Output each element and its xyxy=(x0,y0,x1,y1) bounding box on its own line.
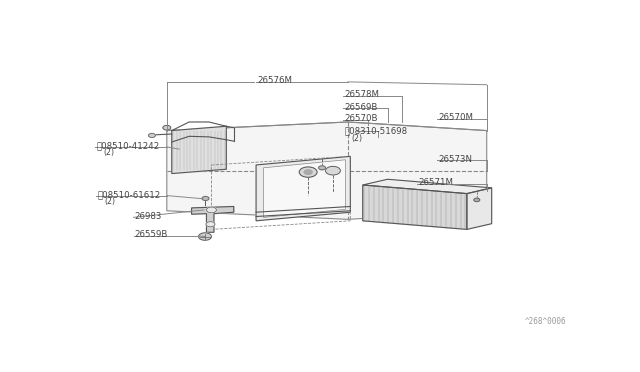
Polygon shape xyxy=(167,122,486,219)
Circle shape xyxy=(319,166,326,170)
Text: (2): (2) xyxy=(104,148,115,157)
Polygon shape xyxy=(191,206,234,232)
Circle shape xyxy=(163,125,171,130)
Text: 26576M: 26576M xyxy=(257,76,292,85)
Circle shape xyxy=(202,196,209,201)
Circle shape xyxy=(326,166,340,175)
Polygon shape xyxy=(363,179,492,193)
Text: Ⓝ08510-61612: Ⓝ08510-61612 xyxy=(98,190,161,199)
Text: (2): (2) xyxy=(105,197,116,206)
Text: Ⓝ08510-41242: Ⓝ08510-41242 xyxy=(97,141,159,150)
Text: 26559B: 26559B xyxy=(134,230,168,239)
Circle shape xyxy=(198,233,211,240)
Text: 26570M: 26570M xyxy=(438,113,474,122)
Polygon shape xyxy=(172,126,227,173)
Circle shape xyxy=(206,222,215,227)
Text: (2): (2) xyxy=(352,134,363,142)
Circle shape xyxy=(304,170,312,174)
Circle shape xyxy=(474,198,480,202)
Circle shape xyxy=(207,207,216,213)
Text: 26578M: 26578M xyxy=(344,90,380,99)
Text: 26983: 26983 xyxy=(134,212,162,221)
Circle shape xyxy=(300,167,317,177)
Polygon shape xyxy=(467,188,492,230)
Polygon shape xyxy=(256,156,350,221)
Polygon shape xyxy=(363,185,467,230)
Text: 26570B: 26570B xyxy=(344,114,378,123)
Polygon shape xyxy=(264,160,346,217)
Text: 26573N: 26573N xyxy=(438,155,472,164)
Text: ^268^0006: ^268^0006 xyxy=(524,317,566,326)
Text: 26571M: 26571M xyxy=(419,178,454,187)
Text: Ⓝ08310-51698: Ⓝ08310-51698 xyxy=(344,126,408,135)
Circle shape xyxy=(148,134,156,137)
Text: 26569B: 26569B xyxy=(344,103,378,112)
